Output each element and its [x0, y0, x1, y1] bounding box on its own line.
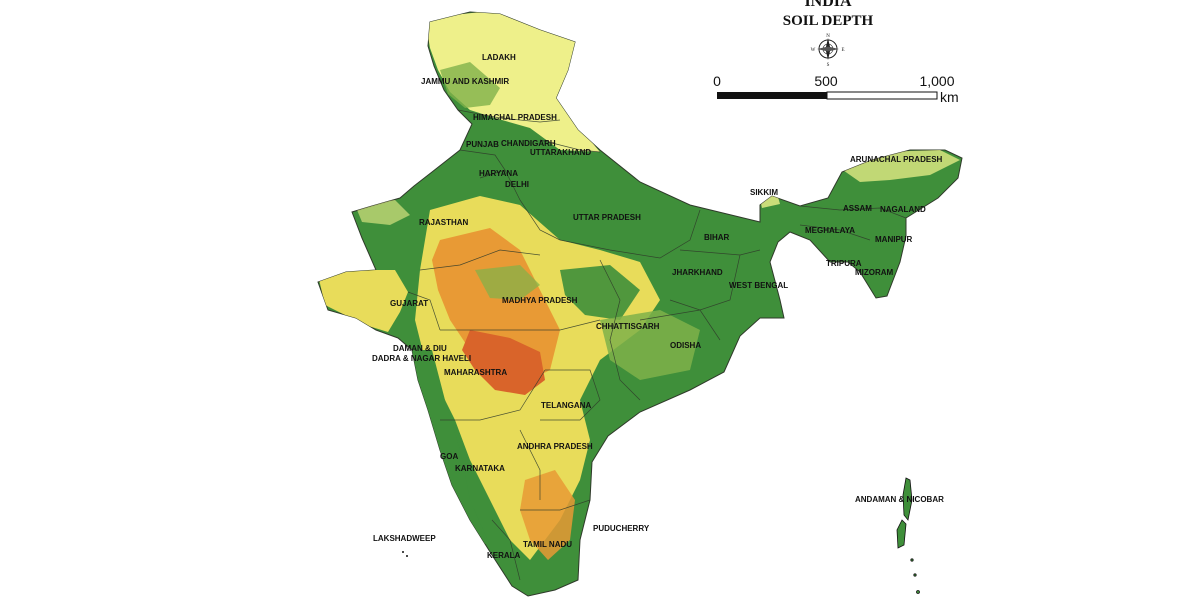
boundary-ne-assam	[799, 205, 907, 219]
zone-western-ghats-green	[412, 350, 490, 545]
boundary-mp-maharashtra	[440, 319, 601, 331]
boundary-ne-meghalaya	[799, 224, 871, 241]
label-ladakh: LADAKH	[482, 53, 516, 62]
label-dadra: DADRA & NAGAR HAVELI	[372, 354, 471, 363]
zone-central-orange	[432, 228, 560, 380]
label-tripura: TRIPURA	[826, 259, 862, 268]
scale-tick-0: 0	[713, 73, 721, 89]
scale-bar: 0 500 1,000 km	[713, 73, 959, 105]
zone-central-green-1	[560, 265, 640, 320]
zone-central-green-2	[600, 310, 700, 380]
andaman-island-north	[902, 477, 913, 521]
scale-segment-white	[826, 91, 938, 100]
label-madhya-pradesh: MADHYA PRADESH	[502, 296, 578, 305]
scale-tick-500: 500	[814, 73, 838, 89]
label-bihar: BIHAR	[704, 233, 730, 242]
label-andaman: ANDAMAN & NICOBAR	[855, 495, 944, 504]
title-subject: SOIL DEPTH	[783, 13, 874, 29]
nicobar-island-1	[910, 558, 914, 562]
label-daman-diu: DAMAN & DIU	[393, 344, 447, 353]
andaman-island-mid	[896, 519, 907, 549]
zone-north-shallow	[425, 12, 600, 152]
label-uttarakhand: UTTARAKHAND	[530, 148, 591, 157]
label-kerala: KERALA	[487, 551, 521, 560]
zone-central-green-3	[475, 265, 540, 300]
scale-tick-1000: 1,000	[919, 73, 954, 89]
boundary-jk-himachal	[457, 109, 561, 123]
compass-west: W	[811, 48, 816, 53]
scale-unit: km	[940, 89, 959, 105]
boundary-maharashtra-south	[440, 369, 546, 421]
lakshadweep-island-1	[402, 551, 404, 553]
boundary-tamil-nadu	[520, 499, 591, 511]
soil-depth-zones	[318, 12, 960, 560]
label-mizoram: MIZORAM	[855, 268, 894, 277]
label-goa: GOA	[440, 452, 458, 461]
label-chandigarh: CHANDIGARH	[501, 139, 556, 148]
label-nagaland: NAGALAND	[880, 205, 926, 214]
label-tamil-nadu: TAMIL NADU	[523, 540, 572, 549]
compass-rose-icon: N S E W	[811, 34, 845, 68]
boundary-kerala	[491, 519, 521, 581]
boundary-uttarakhand	[539, 139, 601, 153]
label-arunachal: ARUNACHAL PRADESH	[850, 155, 943, 164]
boundary-up-south	[559, 209, 701, 259]
label-assam: ASSAM	[843, 204, 872, 213]
label-sikkim: SIKKIM	[750, 188, 778, 197]
label-chhattisgarh: CHHATTISGARH	[596, 322, 660, 331]
label-odisha: ODISHA	[670, 341, 701, 350]
boundary-punjab	[459, 149, 506, 179]
label-uttar-pradesh: UTTAR PRADESH	[573, 213, 641, 222]
label-meghalaya: MEGHALAYA	[805, 226, 855, 235]
boundary-up-west	[504, 169, 561, 241]
compass-east: E	[841, 48, 844, 53]
state-boundaries	[407, 109, 907, 581]
boundary-chhattisgarh	[599, 259, 641, 401]
label-gujarat: GUJARAT	[390, 299, 428, 308]
label-maharashtra: MAHARASHTRA	[444, 368, 507, 377]
label-andhra: ANDHRA PRADESH	[517, 442, 593, 451]
andaman-nicobar-islands	[896, 477, 920, 594]
label-himachal: HIMACHAL PRADESH	[473, 113, 557, 122]
label-lakshadweep: LAKSHADWEEP	[373, 534, 436, 543]
zone-deccan-red	[462, 330, 545, 395]
boundary-jharkhand-wb	[669, 254, 741, 311]
label-jammu-kashmir: JAMMU AND KASHMIR	[421, 77, 509, 86]
label-karnataka: KARNATAKA	[455, 464, 505, 473]
nicobar-island-2	[913, 573, 917, 577]
nicobar-island-3	[916, 590, 920, 594]
boundary-rajasthan-mp	[419, 249, 541, 271]
label-rajasthan: RAJASTHAN	[419, 218, 469, 227]
boundary-odisha	[639, 309, 721, 341]
zone-gujarat-shallow	[318, 270, 408, 332]
scale-segment-black	[717, 92, 827, 99]
label-jharkhand: JHARKHAND	[672, 268, 723, 277]
label-punjab: PUNJAB	[466, 140, 499, 149]
label-manipur: MANIPUR	[875, 235, 913, 244]
boundary-gujarat-mp	[407, 291, 441, 331]
compass-north: N	[826, 34, 830, 39]
state-labels: LADAKH JAMMU AND KASHMIR HIMACHAL PRADES…	[372, 53, 944, 560]
zone-north-green-patch	[440, 62, 500, 108]
map-title: INDIA SOIL DEPTH	[783, 0, 874, 29]
label-puducherry: PUDUCHERRY	[593, 524, 650, 533]
compass-south: S	[827, 63, 830, 68]
boundary-telangana	[540, 369, 601, 421]
zone-south-orange	[520, 470, 575, 560]
label-delhi: DELHI	[505, 180, 529, 189]
title-country: INDIA	[804, 0, 852, 10]
label-haryana: HARYANA	[479, 169, 518, 178]
boundary-andhra-karnataka	[519, 429, 541, 500]
label-telangana: TELANGANA	[541, 401, 591, 410]
label-west-bengal: WEST BENGAL	[729, 281, 788, 290]
lakshadweep-islands	[402, 551, 408, 557]
lakshadweep-island-2	[406, 555, 408, 557]
